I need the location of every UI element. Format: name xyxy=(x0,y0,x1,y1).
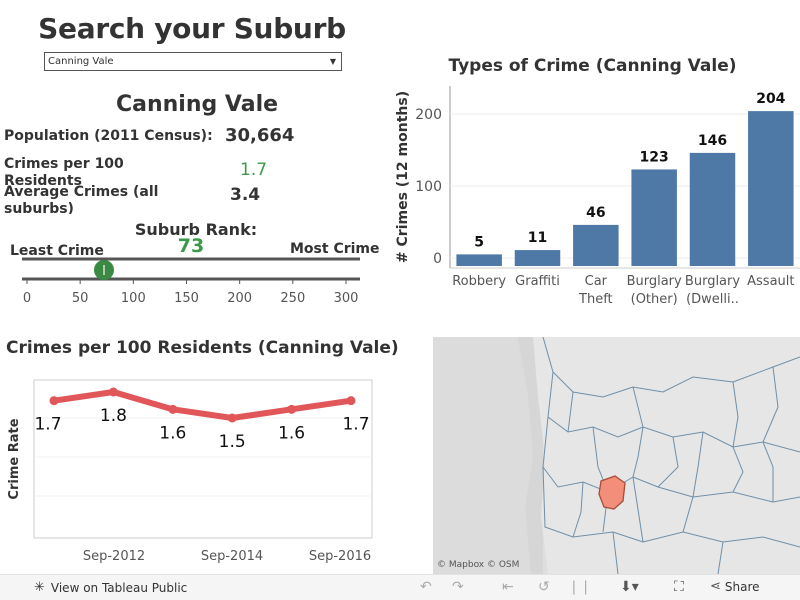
view-on-tableau-link[interactable]: ✳ View on Tableau Public xyxy=(34,580,187,595)
pause-icon[interactable]: ❘❘ xyxy=(568,579,592,595)
bar-value-label: 204 xyxy=(756,91,785,107)
category-label: (Dwelli.. xyxy=(686,292,739,307)
bar-value-label: 146 xyxy=(698,133,727,149)
average-crimes-label: Average Crimes (all suburbs) xyxy=(4,184,159,214)
point-value-label: 1.7 xyxy=(342,415,369,435)
line-point[interactable] xyxy=(49,396,59,406)
y-tick-label: 200 xyxy=(415,107,442,123)
bar[interactable] xyxy=(689,152,736,266)
rank-axis-label: 0 xyxy=(23,291,31,306)
redo-icon[interactable]: ↷ xyxy=(452,579,464,595)
y-tick-label: 100 xyxy=(415,179,442,195)
category-label: Assault xyxy=(747,274,794,289)
category-label: Car xyxy=(585,274,608,289)
suburb-select-value: Canning Vale xyxy=(48,56,114,67)
category-label: (Other) xyxy=(631,292,678,307)
least-crime-label: Least Crime xyxy=(10,243,104,259)
rank-slider[interactable]: 0 50 100 150 200 250 300 xyxy=(0,254,390,310)
y-axis-title: Crime Rate xyxy=(7,418,22,499)
rank-axis-label: 150 xyxy=(174,291,199,306)
bar-value-label: 5 xyxy=(474,234,484,250)
map-attribution: © Mapbox © OSM xyxy=(437,560,520,570)
line-point[interactable] xyxy=(108,387,118,397)
line-point[interactable] xyxy=(287,404,297,414)
rank-axis-label: 200 xyxy=(227,291,252,306)
suburb-map[interactable] xyxy=(433,337,800,574)
types-of-crime-chart: 0 100 200# Crimes (12 months) 5 Robbery 11 Gra… xyxy=(395,86,800,307)
canning-vale-region[interactable] xyxy=(598,475,626,510)
x-tick-label: Sep-2014 xyxy=(201,549,263,564)
bar-value-label: 46 xyxy=(586,205,605,221)
crime-rate-chart: Crime Rate 1.7 1.8 1.6 1.5 1.6 1.7 Sep-2012 Sep-… xyxy=(7,379,373,564)
population-label: Population (2011 Census): xyxy=(4,128,213,144)
revert-icon[interactable]: ⇤ xyxy=(502,579,514,595)
bar[interactable] xyxy=(514,250,561,266)
share-icon: ⋖ xyxy=(710,579,721,594)
chevron-down-icon: ▼ xyxy=(329,57,336,66)
category-label: Burglary xyxy=(685,274,740,289)
point-value-label: 1.6 xyxy=(278,423,305,443)
download-icon[interactable]: ⬇▾ xyxy=(620,579,639,595)
refresh-icon[interactable]: ↺ xyxy=(538,579,550,595)
y-tick-label: 0 xyxy=(433,251,442,267)
rank-axis-label: 50 xyxy=(72,291,89,306)
line-point[interactable] xyxy=(168,404,178,414)
view-on-tableau-label: View on Tableau Public xyxy=(50,580,188,595)
bar[interactable] xyxy=(573,224,619,266)
suburb-name: Canning Vale xyxy=(115,92,279,117)
crimes-per-100-label: Crimes per 100 Residents xyxy=(4,156,124,186)
bar[interactable] xyxy=(456,254,502,266)
category-label: Theft xyxy=(578,292,613,307)
category-label: Burglary xyxy=(627,274,682,289)
crime-rate-line xyxy=(51,389,354,421)
page-title: Search your Suburb xyxy=(38,12,346,45)
rank-axis-label: 100 xyxy=(121,291,146,306)
x-tick-label: Sep-2012 xyxy=(83,549,145,564)
point-value-label: 1.7 xyxy=(34,415,61,435)
line-point[interactable] xyxy=(346,396,356,406)
tableau-logo-icon: ✳ xyxy=(34,580,45,595)
line-point[interactable] xyxy=(227,413,237,423)
rate-chart-title: Crimes per 100 Residents (Canning Vale) xyxy=(6,338,399,358)
share-button[interactable]: ⋖ Share xyxy=(710,579,760,594)
bar-value-label: 11 xyxy=(528,230,547,246)
rank-value: 73 xyxy=(177,235,205,257)
fullscreen-icon[interactable]: ⛶ xyxy=(674,579,684,595)
category-label: Robbery xyxy=(452,274,506,289)
x-tick-label: Sep-2016 xyxy=(309,549,371,564)
rank-axis-label: 250 xyxy=(280,291,305,306)
crimes-per-100-value: 1.7 xyxy=(240,160,268,180)
bar-value-label: 123 xyxy=(640,149,669,165)
point-value-label: 1.8 xyxy=(100,406,127,426)
average-crimes-value: 3.4 xyxy=(230,185,261,205)
share-label: Share xyxy=(724,579,760,594)
rank-title: Suburb Rank: xyxy=(134,220,258,239)
category-label: Graffiti xyxy=(515,274,560,289)
bar[interactable] xyxy=(631,169,677,266)
most-crime-label: Most Crime xyxy=(290,241,380,257)
y-axis-title: # Crimes (12 months) xyxy=(395,91,411,263)
population-value: 30,664 xyxy=(225,125,295,146)
rank-axis-label: 300 xyxy=(334,291,359,306)
bar[interactable] xyxy=(748,111,794,267)
tableau-toolbar xyxy=(0,574,800,600)
undo-icon[interactable]: ↶ xyxy=(420,579,432,595)
point-value-label: 1.6 xyxy=(159,423,186,443)
suburb-select[interactable]: Canning Vale ▼ xyxy=(44,52,342,71)
point-value-label: 1.5 xyxy=(219,432,246,452)
types-chart-title: Types of Crime (Canning Vale) xyxy=(448,56,737,76)
